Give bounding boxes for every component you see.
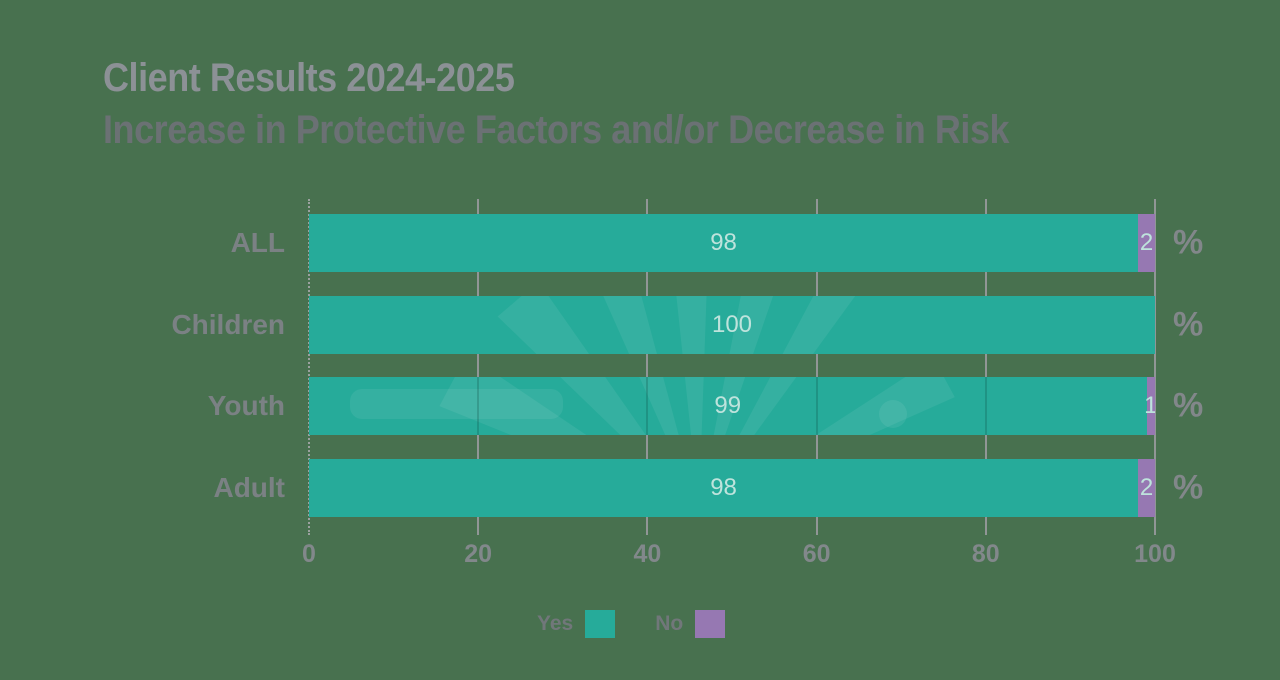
- bar-all: 98 2: [309, 214, 1155, 272]
- bar-row-adult: Adult 98 2%: [213, 458, 1203, 517]
- gridline-0: [308, 199, 310, 535]
- bar-segment-yes: 98: [309, 458, 1139, 517]
- legend-label-yes: Yes: [537, 612, 574, 635]
- bar-value-label: 2: [1139, 229, 1154, 256]
- bar-row-children: Children 100%: [171, 295, 1203, 354]
- percent-suffix: %: [1173, 386, 1204, 425]
- bar-value-label: 2: [1139, 473, 1154, 501]
- bar-adult: 98 2: [309, 458, 1155, 517]
- inner-gridline-80: [984, 377, 987, 435]
- category-label: ALL: [230, 227, 285, 258]
- category-label: Youth: [207, 390, 285, 421]
- inner-gridline-20: [477, 377, 480, 435]
- legend-swatch-yes-icon: [585, 610, 616, 638]
- x-tick-label: 100: [1134, 540, 1176, 568]
- bar-children: 100: [309, 295, 1155, 354]
- category-label: Adult: [213, 471, 285, 503]
- legend-label-no: No: [655, 612, 684, 635]
- legend: Yes No: [537, 609, 726, 639]
- bar-value-label: 98: [710, 473, 737, 501]
- bar-value-label: 1: [1144, 392, 1155, 419]
- bar-segment-no: 1: [1144, 377, 1155, 435]
- legend-swatch-no-icon: [695, 610, 726, 638]
- x-tick-label: 0: [302, 540, 316, 568]
- bar-value-label: 99: [714, 392, 742, 419]
- category-label: Children: [171, 308, 285, 340]
- inner-gridline-40: [646, 377, 649, 435]
- bar-row-all: ALL 98 2%: [231, 214, 1203, 272]
- chart-title: Client Results 2024-2025: [103, 56, 515, 100]
- bar-youth: 99 1: [309, 377, 1155, 435]
- x-tick-label: 80: [971, 540, 1000, 568]
- percent-suffix: %: [1173, 223, 1204, 262]
- bar-segment-yes: 98: [309, 214, 1139, 272]
- gridline-40: [646, 199, 649, 535]
- bar-row-youth: Youth 99 1%: [208, 377, 1203, 435]
- x-tick-label: 60: [802, 540, 831, 568]
- gridline-80: [984, 199, 987, 535]
- bar-segment-no: 2: [1138, 458, 1155, 517]
- bar-value-label: 100: [711, 310, 753, 338]
- gridline-20: [477, 199, 480, 535]
- bar-segment-yes: 100: [309, 295, 1155, 354]
- chart-subtitle: Increase in Protective Factors and/or De…: [103, 108, 1010, 152]
- inner-gridline-60: [815, 377, 818, 435]
- percent-suffix: %: [1173, 305, 1204, 343]
- gridline-100: [1154, 199, 1156, 535]
- bar-segment-yes: 99: [309, 377, 1147, 435]
- plot-area: 0 20 40 60 80 100 ALL 98 2% Children 100% Youth 99 1%…: [171, 199, 1203, 568]
- bar-segment-no: 2: [1138, 214, 1155, 272]
- x-tick-label: 20: [464, 540, 493, 568]
- gridline-60: [815, 199, 818, 535]
- percent-suffix: %: [1173, 468, 1204, 506]
- x-tick-label: 40: [633, 540, 662, 568]
- bar-value-label: 98: [710, 229, 737, 256]
